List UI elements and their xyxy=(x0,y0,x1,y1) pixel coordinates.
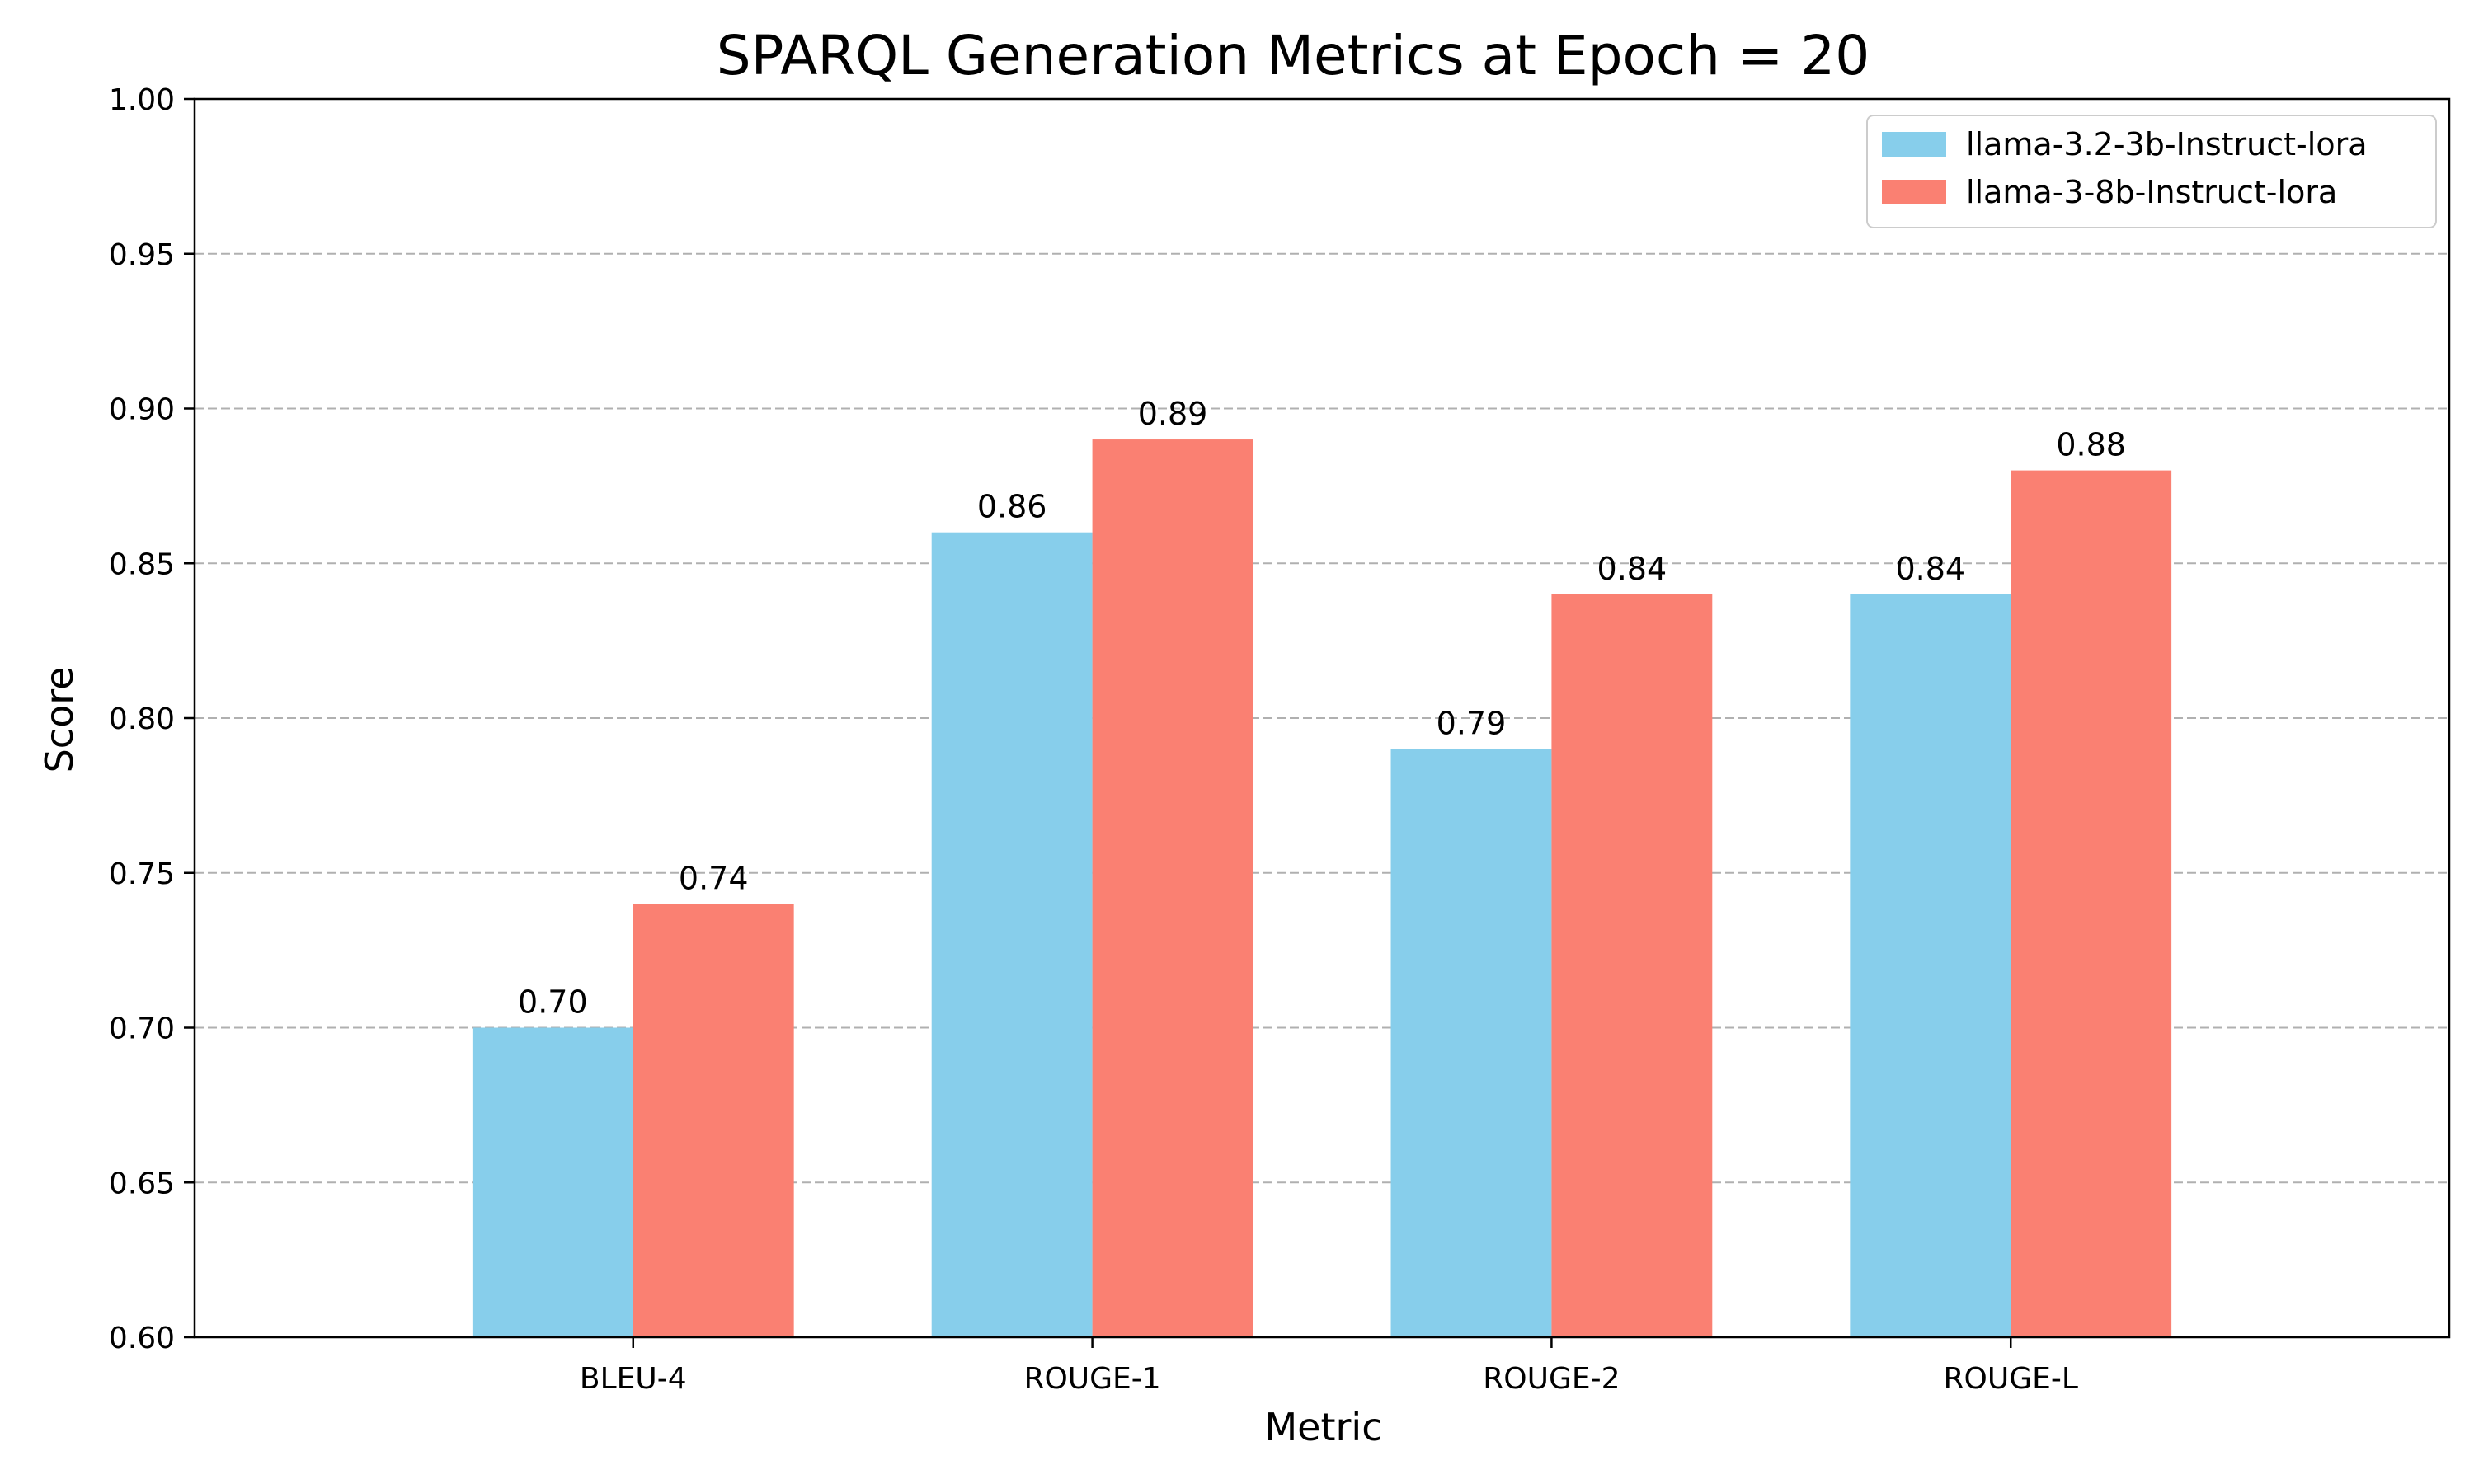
legend-box xyxy=(1866,115,2437,228)
bar-value-label: 0.89 xyxy=(1138,396,1208,432)
legend-swatch xyxy=(1882,132,1946,157)
bar-value-label: 0.74 xyxy=(679,860,749,896)
bar-series2 xyxy=(1551,594,1713,1337)
x-tick-label: ROUGE-2 xyxy=(1483,1362,1620,1396)
chart-title: SPARQL Generation Metrics at Epoch = 20 xyxy=(717,24,1870,87)
axes: 0.60 0.65 0.70 0.75 0.80 0.85 0.90 0.95 1.00 BLEU… xyxy=(109,83,2451,1396)
legend-label: llama-3-8b-Instruct-lora xyxy=(1966,174,2337,210)
y-tick-label: 0.60 xyxy=(109,1322,175,1355)
bars xyxy=(472,439,2172,1337)
y-tick-label: 0.70 xyxy=(109,1012,175,1046)
bar-value-label: 0.84 xyxy=(1597,551,1667,587)
y-tick-label: 1.00 xyxy=(109,83,175,117)
bar-series2 xyxy=(2011,470,2172,1337)
bar-series2 xyxy=(633,904,794,1337)
legend-label: llama-3.2-3b-Instruct-lora xyxy=(1966,126,2368,162)
bar-value-label: 0.84 xyxy=(1895,551,1965,587)
bar-value-label: 0.70 xyxy=(518,984,588,1021)
y-tick-label: 0.90 xyxy=(109,393,175,427)
bar-value-label: 0.88 xyxy=(2056,427,2126,463)
bar-value-labels: 0.70 0.86 0.79 0.84 0.74 0.89 0.84 0.88 xyxy=(518,396,2126,1020)
bar-series1 xyxy=(1850,594,2011,1337)
y-tick-label: 0.65 xyxy=(109,1167,175,1200)
legend: llama-3.2-3b-Instruct-lora llama-3-8b-Ins… xyxy=(1866,115,2437,228)
bar-series2 xyxy=(1092,439,1253,1337)
bar-series1 xyxy=(472,1027,633,1337)
y-axis-title: Score xyxy=(37,667,82,773)
x-axis-title: Metric xyxy=(1264,1405,1382,1449)
y-tick-label: 0.95 xyxy=(109,238,175,272)
x-tick-label: ROUGE-L xyxy=(1944,1362,2078,1396)
x-tick-label: BLEU-4 xyxy=(580,1362,687,1396)
bar-value-label: 0.79 xyxy=(1437,706,1507,742)
bar-series1 xyxy=(931,532,1093,1337)
y-tick-label: 0.80 xyxy=(109,702,175,736)
plot-frame xyxy=(193,97,2451,1339)
y-tick-label: 0.85 xyxy=(109,547,175,581)
y-tick-label: 0.75 xyxy=(109,857,175,891)
x-tick-label: ROUGE-1 xyxy=(1023,1362,1160,1396)
legend-swatch xyxy=(1882,180,1946,204)
bar-value-label: 0.86 xyxy=(977,489,1047,525)
bar-series1 xyxy=(1390,749,1552,1337)
